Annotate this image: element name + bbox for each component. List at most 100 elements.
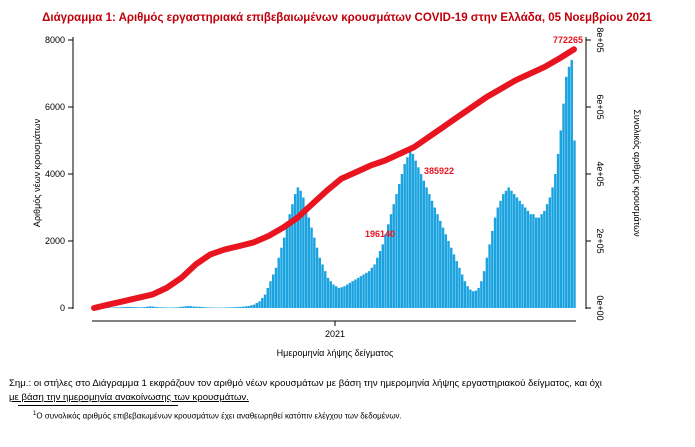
bar: [329, 281, 332, 308]
bar: [482, 271, 486, 308]
bar: [313, 237, 316, 308]
bar: [463, 281, 467, 308]
bar: [261, 297, 264, 308]
bar: [187, 305, 190, 308]
bar: [304, 207, 308, 308]
bar: [272, 274, 275, 308]
bar: [165, 307, 168, 308]
note-line-2: με βάση την ημερομηνία ανακοίνωσης των κ…: [9, 392, 249, 403]
bar: [469, 289, 472, 308]
bar: [485, 257, 489, 308]
bar: [458, 267, 461, 308]
bar: [450, 247, 453, 308]
bar: [269, 281, 272, 308]
bar: [441, 227, 445, 308]
bar: [258, 301, 261, 308]
bar: [307, 217, 311, 308]
bar: [532, 214, 535, 308]
bar: [548, 197, 552, 308]
bar: [378, 251, 382, 308]
bar: [387, 224, 390, 308]
bar: [373, 264, 376, 308]
left-tick-label: 6000: [45, 102, 65, 112]
bar: [132, 307, 135, 308]
bar: [551, 187, 554, 308]
bar: [356, 277, 360, 308]
bar: [310, 227, 313, 308]
bar: [513, 194, 516, 308]
bar: [241, 306, 245, 308]
bar: [332, 284, 335, 308]
bar: [222, 307, 226, 308]
bar: [419, 174, 423, 308]
bar: [397, 184, 401, 308]
note-line-1: Σημ.: οι στήλες στο Διάγραμμα 1 εκφράζου…: [9, 378, 602, 389]
left-tick-group: 0 2000 4000 6000 8000: [45, 35, 73, 313]
bar: [433, 207, 437, 308]
bar: [403, 163, 406, 308]
bar: [477, 287, 480, 308]
bar: [540, 214, 543, 308]
bar: [370, 267, 374, 308]
bar: [135, 307, 138, 308]
bar: [236, 306, 239, 308]
bar: [521, 204, 524, 308]
bar: [266, 287, 269, 308]
bar: [162, 307, 165, 308]
bar: [211, 307, 215, 308]
right-tick-label: 6e+05: [595, 94, 605, 119]
bar: [126, 306, 130, 308]
bar: [545, 204, 549, 308]
bar: [345, 284, 349, 308]
right-tick-label: 4e+05: [595, 161, 605, 186]
bar: [288, 214, 291, 308]
bar: [203, 307, 206, 308]
bar: [277, 257, 280, 308]
bar: [154, 306, 157, 308]
bar: [315, 247, 319, 308]
chart-title: Διάγραμμα 1: Αριθμός εργαστηριακά επιβεβ…: [42, 12, 652, 24]
bar: [137, 307, 141, 308]
bar: [488, 244, 491, 308]
bar: [507, 187, 510, 308]
bar: [466, 286, 469, 308]
bar: [255, 302, 259, 308]
annotation-mid: 385922: [424, 166, 454, 176]
line-series-cumulative: [91, 46, 577, 311]
bar: [480, 281, 483, 308]
bar: [181, 306, 185, 308]
bar: [121, 307, 124, 308]
bar: [324, 271, 327, 308]
bar: [200, 306, 204, 308]
bar: [206, 307, 209, 308]
bar: [518, 200, 521, 308]
bar: [570, 60, 573, 308]
left-tick-label: 4000: [45, 169, 65, 179]
bar: [348, 282, 352, 308]
bar: [151, 306, 154, 308]
right-tick-label: 8e+05: [595, 27, 605, 52]
bar: [395, 194, 398, 308]
bar: [129, 306, 133, 308]
bar: [198, 306, 201, 308]
bar: [250, 305, 253, 308]
bar: [565, 76, 568, 308]
bar: [573, 140, 576, 308]
bar: [192, 306, 196, 308]
bar: [321, 264, 324, 308]
bar: [502, 194, 505, 308]
bar-series-daily: [94, 60, 576, 309]
bar: [439, 220, 442, 308]
bar: [293, 194, 297, 308]
bar: [140, 307, 143, 308]
bar: [408, 150, 412, 308]
bar: [354, 279, 357, 308]
bar: [233, 307, 237, 308]
bar: [422, 180, 426, 308]
footnote-marker: 1: [33, 411, 37, 417]
bar: [239, 306, 242, 308]
bar: [529, 214, 532, 308]
bar: [365, 272, 368, 308]
bar: [389, 214, 393, 308]
bar: [195, 306, 198, 308]
